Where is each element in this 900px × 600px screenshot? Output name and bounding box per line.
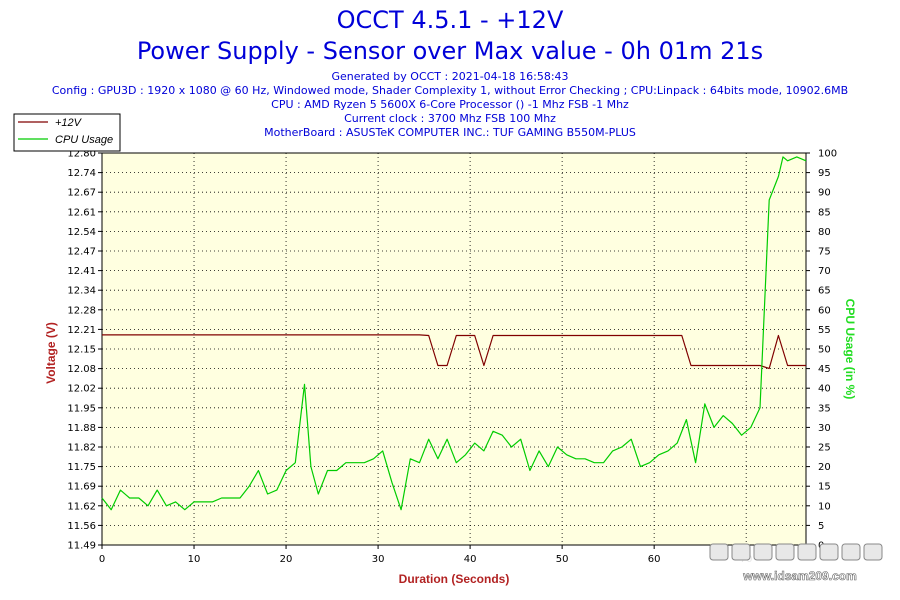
info-cpu: CPU : AMD Ryzen 5 5600X 6-Core Processor…	[271, 98, 629, 111]
y-right-tick-label: 15	[818, 482, 831, 493]
info-clock: Current clock : 3700 Mhz FSB 100 Mhz	[344, 112, 556, 125]
y-left-tick-label: 11.49	[67, 541, 96, 552]
y-left-tick-label: 11.56	[67, 521, 96, 532]
series-line-voltage	[102, 334, 806, 370]
y-right-tick-label: 55	[818, 325, 831, 336]
y-left-tick-label: 12.54	[67, 227, 96, 238]
y-right-tick-label: 70	[818, 266, 831, 277]
x-tick-label: 40	[464, 554, 477, 565]
y-right-tick-label: 10	[818, 501, 831, 512]
legend-label: +12V	[55, 117, 83, 129]
chart-title: OCCT 4.5.1 - +12V	[336, 6, 564, 34]
y-left-tick-label: 12.80	[67, 149, 96, 160]
y-left-tick-label: 11.95	[67, 403, 96, 414]
x-tick-label: 60	[648, 554, 661, 565]
watermark-block	[731, 543, 751, 561]
legend-box	[13, 113, 121, 152]
x-tick-label: 50	[556, 554, 569, 565]
y-left-tick-label: 12.28	[67, 305, 96, 316]
info-generated: Generated by OCCT : 2021-04-18 16:58:43	[331, 70, 569, 83]
x-tick-label: 0	[99, 554, 105, 565]
y-axis-label-left: Voltage (V)	[44, 322, 58, 384]
watermark-block	[709, 543, 729, 561]
legend-label: CPU Usage	[55, 134, 113, 146]
y-right-tick-label: 80	[818, 227, 831, 238]
y-right-tick-label: 5	[818, 521, 824, 532]
y-right-tick-label: 75	[818, 247, 831, 258]
y-right-tick-label: 35	[818, 403, 831, 414]
y-right-tick-label: 50	[818, 345, 831, 356]
watermark-block	[819, 543, 839, 561]
y-left-tick-label: 11.75	[67, 462, 96, 473]
y-left-tick-label: 12.67	[67, 188, 96, 199]
y-left-tick-label: 11.62	[67, 501, 96, 512]
y-left-tick-label: 12.08	[67, 364, 96, 375]
y-right-tick-label: 60	[818, 305, 831, 316]
info-motherboard: MotherBoard : ASUSTeK COMPUTER INC.: TUF…	[264, 126, 636, 139]
y-left-tick-label: 11.82	[67, 443, 96, 454]
y-right-tick-label: 30	[818, 423, 831, 434]
y-right-tick-label: 20	[818, 462, 831, 473]
watermark-block	[775, 543, 795, 561]
y-right-tick-label: 45	[818, 364, 831, 375]
y-right-tick-label: 95	[818, 168, 831, 179]
y-right-tick-label: 90	[818, 188, 831, 199]
watermark-block	[841, 543, 861, 561]
watermark-logo	[709, 543, 883, 561]
info-config: Config : GPU3D : 1920 x 1080 @ 60 Hz, Wi…	[51, 84, 849, 97]
x-axis-label: Duration (Seconds)	[399, 572, 510, 586]
y-left-tick-label: 11.69	[67, 482, 96, 493]
y-left-tick-label: 12.47	[67, 247, 96, 258]
y-right-tick-label: 40	[818, 384, 831, 395]
y-left-tick-label: 11.88	[67, 423, 96, 434]
y-left-tick-label: 12.21	[67, 325, 96, 336]
y-right-tick-label: 100	[818, 149, 837, 160]
y-left-tick-label: 12.15	[67, 345, 96, 356]
x-tick-label: 30	[372, 554, 385, 565]
y-left-tick-label: 12.61	[67, 207, 96, 218]
x-tick-label: 10	[188, 554, 201, 565]
chart-subtitle: Power Supply - Sensor over Max value - 0…	[136, 37, 764, 65]
watermark-block	[863, 543, 883, 561]
watermark-text: www.idsam209.com	[742, 569, 857, 583]
x-tick-label: 20	[280, 554, 293, 565]
y-right-tick-label: 65	[818, 286, 831, 297]
y-right-tick-label: 85	[818, 207, 831, 218]
y-left-tick-label: 12.02	[67, 384, 96, 395]
y-axis-label-right: CPU Usage (in %)	[843, 299, 857, 400]
watermark-block	[797, 543, 817, 561]
y-right-tick-label: 25	[818, 443, 831, 454]
watermark-block	[753, 543, 773, 561]
y-left-tick-label: 12.34	[67, 286, 96, 297]
y-left-tick-label: 12.74	[67, 168, 96, 179]
y-left-tick-label: 12.41	[67, 266, 96, 277]
series-line-cpu-usage	[101, 156, 807, 511]
